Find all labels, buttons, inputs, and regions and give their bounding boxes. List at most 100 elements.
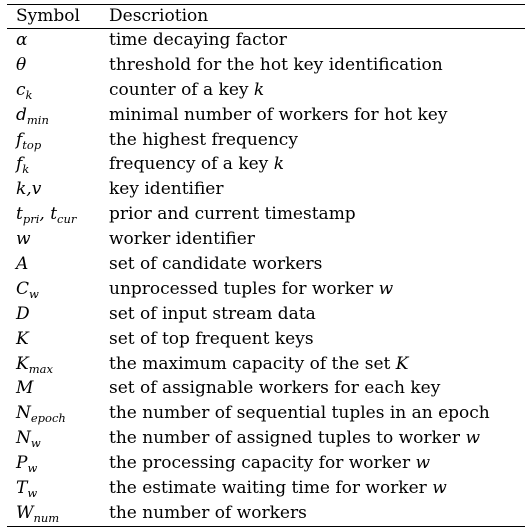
- symbol-cell: tpri, tcur: [7, 202, 109, 227]
- symbol-base: M: [16, 378, 34, 399]
- symbol-base: C: [16, 278, 30, 299]
- table-row: dmin minimal number of workers for hot ke…: [7, 103, 525, 128]
- description-text: the number of sequential tuples in an ep…: [109, 403, 490, 424]
- description-text: set of input stream data: [109, 303, 316, 324]
- description-text: counter of a key: [109, 79, 254, 100]
- symbol-base: c: [16, 79, 26, 100]
- math-symbol: Tw: [16, 478, 37, 498]
- math-symbol: w: [16, 229, 31, 249]
- table-row: Tw the estimate waiting time for worker w: [7, 476, 525, 501]
- description-variable: w: [415, 453, 431, 474]
- description-variable: w: [432, 477, 447, 498]
- symbol-cell: Wnum: [7, 501, 109, 526]
- symbol-base: N: [16, 403, 31, 424]
- symbol-cell: ftop: [7, 128, 109, 153]
- symbol-cell: D: [7, 302, 109, 327]
- math-symbol: ck: [16, 80, 33, 100]
- description-cell: counter of a key k: [109, 78, 525, 103]
- symbol-cell: Nepoch: [7, 401, 109, 426]
- symbol-subscript: min: [26, 112, 49, 127]
- math-symbol: Nepoch: [16, 403, 66, 426]
- symbol-base: d: [16, 104, 27, 125]
- description-text: the processing capacity for worker: [109, 453, 416, 474]
- notation-table: Symbol Descriotion α time decaying factor…: [7, 4, 525, 526]
- table-row: w worker identifier: [7, 227, 525, 252]
- description-cell: minimal number of workers for hot key: [109, 103, 525, 128]
- symbol-base: N: [16, 428, 31, 449]
- symbol-cell: dmin: [7, 103, 109, 128]
- symbol-base: T: [16, 477, 28, 498]
- description-cell: the processing capacity for worker w: [109, 451, 525, 476]
- description-cell: set of top frequent keys: [109, 327, 525, 352]
- math-symbol: ftop: [16, 130, 41, 150]
- symbol-cell: M: [7, 376, 109, 401]
- math-symbol: k,v: [16, 179, 41, 199]
- table-row: Wnum the number of workers: [7, 501, 525, 526]
- table-body: α time decaying factor θ threshold for the …: [7, 28, 525, 526]
- table-row: θ threshold for the hot key identificatio…: [7, 53, 525, 78]
- table-row: Cw unprocessed tuples for worker w: [7, 277, 525, 302]
- description-text: unprocessed tuples for worker: [109, 278, 379, 299]
- math-symbol: α: [16, 30, 27, 50]
- symbol-cell: A: [7, 252, 109, 277]
- description-text: frequency of a key: [109, 154, 274, 175]
- symbol-cell: Cw: [7, 277, 109, 302]
- math-symbol: Pw: [16, 453, 38, 476]
- description-cell: set of candidate workers: [109, 252, 525, 277]
- symbol-subscript: top: [22, 137, 42, 152]
- description-text: prior and current timestamp: [109, 204, 356, 225]
- symbol-subscript: k: [25, 87, 33, 102]
- math-symbol: fk: [16, 154, 30, 177]
- table-row: tpri, tcur prior and current timestamp: [7, 202, 525, 227]
- math-symbol: Wnum: [16, 503, 59, 523]
- description-cell: unprocessed tuples for worker w: [109, 277, 525, 302]
- symbol-subscript: w: [29, 286, 39, 301]
- description-cell: the number of sequential tuples in an ep…: [109, 401, 525, 426]
- description-text: time decaying factor: [109, 29, 287, 50]
- description-cell: the maximum capacity of the set K: [109, 352, 525, 377]
- symbol-cell: K: [7, 327, 109, 352]
- symbol-base: f: [16, 154, 23, 175]
- description-text: the estimate waiting time for worker: [109, 477, 433, 498]
- math-symbol: tpri, tcur: [16, 204, 76, 225]
- description-cell: time decaying factor: [109, 28, 525, 53]
- symbol-subscript: w: [27, 461, 38, 476]
- symbol-cell: Tw: [7, 476, 109, 501]
- symbol-cell: fk: [7, 152, 109, 177]
- table-header-row: Symbol Descriotion: [7, 4, 525, 28]
- math-symbol: dmin: [16, 105, 49, 125]
- description-text: worker identifier: [109, 229, 255, 250]
- symbol-cell: θ: [7, 53, 109, 78]
- description-cell: frequency of a key k: [109, 152, 525, 177]
- symbol-column-header: Symbol: [16, 5, 80, 26]
- description-cell: set of input stream data: [109, 302, 525, 327]
- math-symbol: D: [16, 304, 30, 324]
- symbol-base: K: [16, 353, 29, 374]
- symbol-cell: Pw: [7, 451, 109, 476]
- symbol-cell: Nw: [7, 426, 109, 451]
- description-cell: worker identifier: [109, 227, 525, 252]
- description-text: the number of workers: [109, 502, 307, 523]
- math-symbol: Nw: [16, 428, 41, 451]
- description-text: set of candidate workers: [109, 253, 323, 274]
- symbol-base-second: , t: [39, 204, 58, 225]
- description-cell: threshold for the hot key identification: [109, 53, 525, 78]
- table-header-rule: [7, 28, 525, 29]
- symbol-base: W: [16, 502, 34, 523]
- table-row: α time decaying factor: [7, 28, 525, 53]
- symbol-base: k,v: [16, 179, 42, 200]
- description-text: the number of assigned tuples to worker: [109, 428, 466, 449]
- symbol-subscript: epoch: [30, 411, 66, 426]
- description-column-header: Descriotion: [109, 5, 209, 26]
- description-text: key identifier: [109, 179, 224, 200]
- symbol-subscript: num: [33, 510, 60, 525]
- symbol-subscript: k: [22, 162, 30, 177]
- description-cell: set of assignable workers for each key: [109, 376, 525, 401]
- symbol-subscript: w: [30, 436, 41, 451]
- math-symbol: K: [16, 329, 29, 349]
- math-symbol: A: [16, 254, 28, 274]
